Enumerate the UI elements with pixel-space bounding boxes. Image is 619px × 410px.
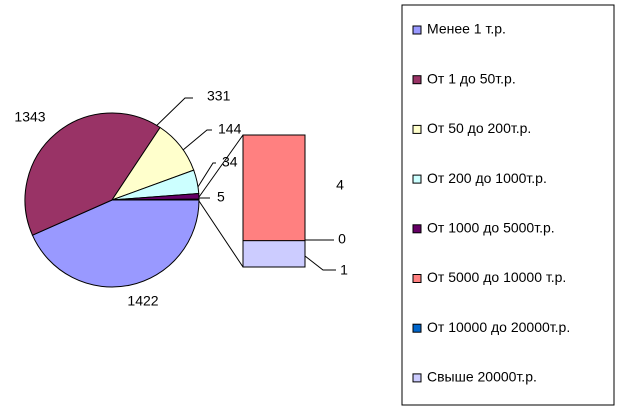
legend-swatch [412, 25, 422, 35]
connector-line [198, 134, 244, 268]
legend-label: От 1000 до 5000т.р. [427, 220, 555, 236]
legend-label: От 5000 до 10000 т.р. [427, 269, 566, 285]
data-label: 331 [207, 88, 231, 104]
data-label: 4 [336, 177, 344, 193]
legend-label: От 50 до 200т.р. [427, 120, 531, 136]
data-label: 1422 [127, 293, 158, 309]
legend-swatch [412, 224, 422, 234]
data-label: 1343 [14, 109, 45, 125]
legend-label: От 10000 до 20000т.р. [427, 319, 570, 335]
legend-label: Свыше 20000т.р. [427, 369, 537, 385]
legend-swatch [412, 174, 422, 184]
legend-swatch [412, 323, 422, 333]
data-label: 5 [217, 189, 225, 205]
pie-slice [31, 199, 200, 288]
legend-box [401, 4, 615, 406]
data-label: 144 [218, 121, 242, 137]
bar-segment [242, 134, 306, 242]
leader-line [195, 162, 216, 191]
leader-line [149, 97, 193, 133]
legend-swatch [412, 124, 422, 134]
pie-slice [24, 112, 161, 236]
leader-line [304, 255, 336, 271]
legend-swatch [412, 373, 422, 383]
legend-label: От 200 до 1000т.р. [427, 170, 547, 186]
legend-label: Менее 1 т.р. [427, 21, 506, 37]
pie-slice [111, 198, 200, 201]
data-label: 34 [222, 154, 238, 170]
bar-segment [242, 240, 306, 268]
data-label: 0 [338, 231, 346, 247]
legend-swatch [412, 274, 422, 283]
legend-swatch [412, 75, 422, 85]
data-label: 1 [340, 262, 348, 278]
leader-line [182, 129, 212, 151]
legend-label: От 1 до 50т.р. [427, 70, 516, 86]
